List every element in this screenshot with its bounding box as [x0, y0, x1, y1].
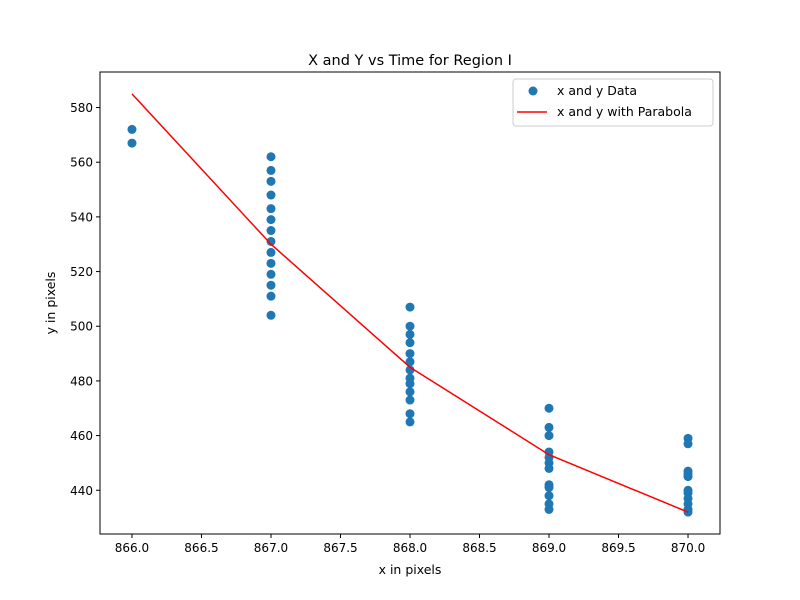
data-point [266, 280, 276, 290]
data-point [266, 176, 276, 186]
legend: x and y Data x and y with Parabola [512, 78, 714, 127]
chart-title: X and Y vs Time for Region I [308, 53, 512, 69]
parabola-fit-line [131, 93, 689, 513]
data-point [544, 463, 554, 473]
y-tick-label: 520 [70, 265, 93, 279]
data-point [266, 165, 276, 175]
data-point [683, 439, 693, 449]
y-tick-label: 480 [70, 374, 93, 388]
data-point [266, 291, 276, 301]
data-point [266, 226, 276, 236]
y-tick-label: 500 [70, 320, 93, 334]
data-point [405, 329, 415, 339]
x-tick-label: 867.0 [254, 541, 288, 555]
x-tick-label: 867.5 [323, 541, 357, 555]
data-point [266, 215, 276, 225]
y-tick-label: 460 [70, 429, 93, 443]
data-point [266, 258, 276, 268]
data-point [266, 152, 276, 162]
data-point [405, 395, 415, 405]
data-point [127, 124, 137, 134]
data-point [405, 349, 415, 359]
x-tick-label: 866.0 [115, 541, 149, 555]
data-point [405, 379, 415, 389]
data-point [544, 431, 554, 441]
data-point [405, 387, 415, 397]
x-tick-label: 866.5 [184, 541, 218, 555]
y-tick-label: 560 [70, 156, 93, 170]
plot-frame [99, 71, 721, 535]
y-axis-label: y in pixels [43, 272, 58, 335]
x-tick-label: 869.0 [532, 541, 566, 555]
x-tick-label: 868.5 [462, 541, 496, 555]
data-point [544, 504, 554, 514]
data-point [127, 138, 137, 148]
data-point [266, 247, 276, 257]
data-point [405, 409, 415, 419]
data-point [266, 269, 276, 279]
x-tick-label: 870.0 [671, 541, 705, 555]
data-point [266, 204, 276, 214]
y-tick-label: 440 [70, 484, 93, 498]
data-point [405, 321, 415, 331]
legend-box [512, 78, 714, 127]
data-point [544, 422, 554, 432]
data-point [683, 472, 693, 482]
y-tick-label: 580 [70, 101, 93, 115]
legend-marker-scatter [528, 86, 538, 96]
data-point [405, 365, 415, 375]
data-point [266, 236, 276, 246]
data-point [544, 491, 554, 501]
data-point [405, 338, 415, 348]
legend-label-parabola: x and y with Parabola [557, 104, 692, 119]
x-tick-label: 868.0 [393, 541, 427, 555]
data-point [266, 190, 276, 200]
data-point [405, 357, 415, 367]
data-point [544, 403, 554, 413]
y-tick-label: 540 [70, 210, 93, 224]
data-point [405, 302, 415, 312]
data-point [266, 310, 276, 320]
data-point [405, 417, 415, 427]
x-axis-label: x in pixels [379, 562, 442, 577]
x-tick-label: 869.5 [601, 541, 635, 555]
legend-label-data: x and y Data [557, 83, 637, 98]
data-point [544, 483, 554, 493]
